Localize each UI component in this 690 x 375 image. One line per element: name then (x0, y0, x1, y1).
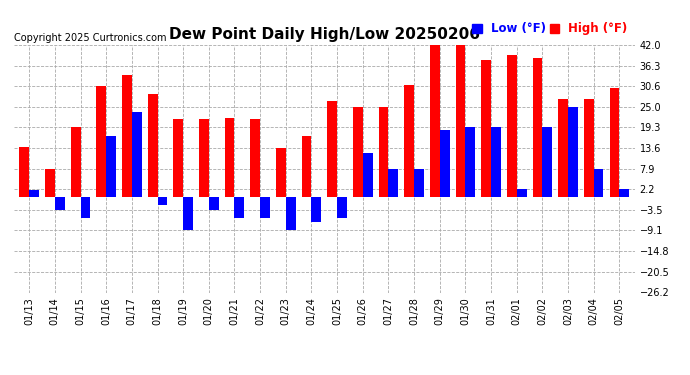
Bar (148, 94, 157, 197)
Bar (430, 45, 440, 197)
Bar (507, 55, 517, 197)
Text: Copyright 2025 Curtronics.com: Copyright 2025 Curtronics.com (14, 33, 166, 42)
Bar (55, 197, 65, 210)
Bar (558, 99, 568, 197)
Bar (183, 197, 193, 231)
Bar (81, 197, 90, 219)
Bar (568, 107, 578, 197)
Bar (404, 85, 414, 197)
Bar (517, 189, 526, 197)
Bar (157, 197, 167, 206)
Bar (250, 119, 260, 197)
Bar (122, 75, 132, 197)
Bar (302, 136, 311, 197)
Bar (353, 107, 363, 197)
Bar (455, 45, 466, 197)
Bar (620, 189, 629, 197)
Bar (337, 197, 347, 219)
Bar (209, 197, 219, 210)
Bar (132, 112, 141, 197)
Bar (311, 197, 322, 222)
Bar (276, 148, 286, 197)
Bar (71, 128, 81, 197)
Bar (286, 197, 295, 231)
Bar (388, 169, 398, 197)
Bar (491, 128, 501, 197)
Bar (363, 153, 373, 197)
Bar (106, 136, 116, 197)
Bar (466, 128, 475, 197)
Bar (29, 190, 39, 197)
Bar (593, 169, 604, 197)
Bar (414, 169, 424, 197)
Legend: Low (°F), High (°F): Low (°F), High (°F) (471, 21, 629, 37)
Bar (610, 88, 620, 197)
Bar (97, 86, 106, 197)
Bar (19, 147, 29, 197)
Bar (542, 128, 552, 197)
Bar (199, 119, 209, 197)
Bar (173, 119, 183, 197)
Bar (533, 58, 542, 197)
Bar (45, 169, 55, 197)
Bar (584, 99, 593, 197)
Bar (260, 197, 270, 219)
Bar (379, 107, 388, 197)
Bar (235, 197, 244, 219)
Title: Dew Point Daily High/Low 20250206: Dew Point Daily High/Low 20250206 (169, 27, 480, 42)
Bar (225, 118, 235, 197)
Bar (327, 101, 337, 197)
Bar (482, 60, 491, 197)
Bar (440, 130, 449, 197)
